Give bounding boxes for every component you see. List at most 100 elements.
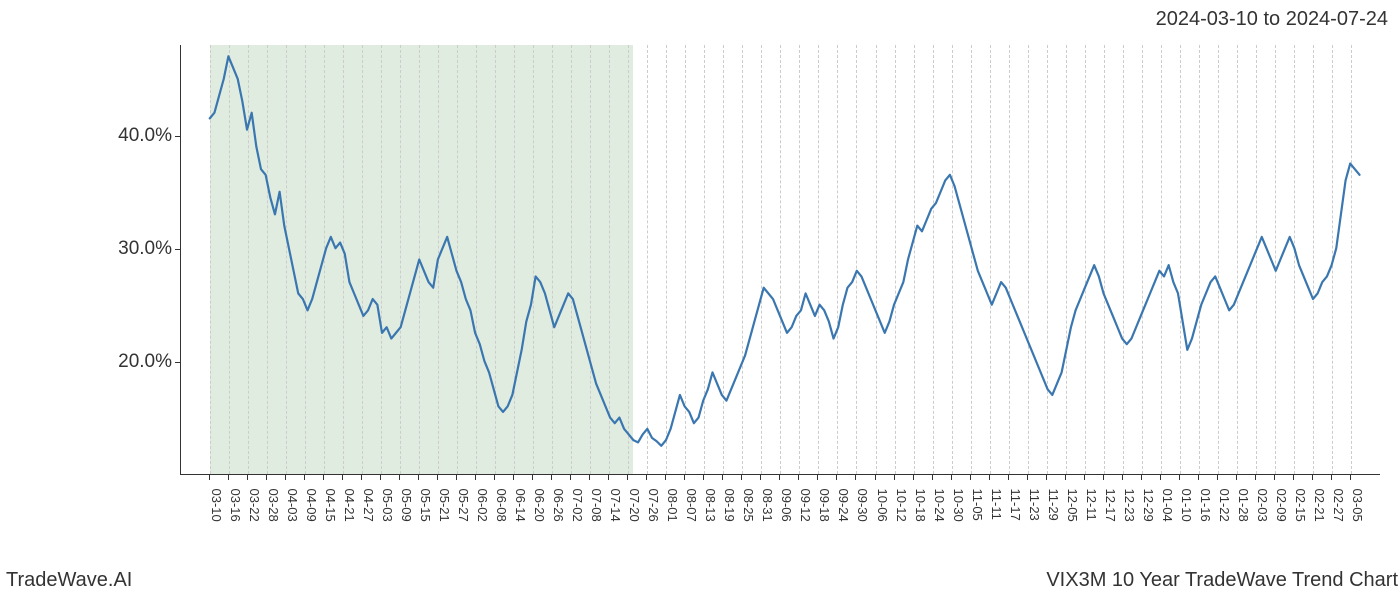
x-tick-mark bbox=[608, 475, 609, 480]
x-tick-label: 06-02 bbox=[475, 489, 490, 522]
x-tick-label: 06-14 bbox=[513, 489, 528, 522]
x-tick-label: 04-09 bbox=[304, 489, 319, 522]
x-tick-label: 12-17 bbox=[1103, 489, 1118, 522]
x-tick-mark bbox=[456, 475, 457, 480]
x-tick-label: 06-20 bbox=[532, 489, 547, 522]
x-tick-label: 01-22 bbox=[1217, 489, 1232, 522]
x-tick-label: 04-21 bbox=[342, 489, 357, 522]
x-tick-label: 09-30 bbox=[855, 489, 870, 522]
x-tick-mark bbox=[418, 475, 419, 480]
x-tick-mark bbox=[323, 475, 324, 480]
x-tick-label: 01-04 bbox=[1160, 489, 1175, 522]
x-tick-mark bbox=[741, 475, 742, 480]
x-tick-mark bbox=[285, 475, 286, 480]
x-tick-mark bbox=[570, 475, 571, 480]
x-tick-mark bbox=[1122, 475, 1123, 480]
x-tick-label: 01-28 bbox=[1236, 489, 1251, 522]
x-tick-mark bbox=[932, 475, 933, 480]
x-tick-mark bbox=[551, 475, 552, 480]
x-tick-mark bbox=[875, 475, 876, 480]
price-line-path bbox=[210, 56, 1360, 445]
x-tick-mark bbox=[1046, 475, 1047, 480]
x-tick-mark bbox=[1141, 475, 1142, 480]
x-tick-mark bbox=[380, 475, 381, 480]
x-tick-mark bbox=[913, 475, 914, 480]
x-tick-mark bbox=[627, 475, 628, 480]
x-tick-mark bbox=[779, 475, 780, 480]
x-tick-mark bbox=[1084, 475, 1085, 480]
x-tick-label: 12-05 bbox=[1065, 489, 1080, 522]
x-tick-label: 09-06 bbox=[779, 489, 794, 522]
x-tick-label: 10-24 bbox=[932, 489, 947, 522]
x-tick-label: 07-08 bbox=[589, 489, 604, 522]
x-tick-mark bbox=[209, 475, 210, 480]
x-tick-mark bbox=[589, 475, 590, 480]
x-tick-label: 03-16 bbox=[228, 489, 243, 522]
x-tick-label: 02-15 bbox=[1293, 489, 1308, 522]
x-tick-mark bbox=[1008, 475, 1009, 480]
x-tick-mark bbox=[1350, 475, 1351, 480]
x-tick-label: 11-29 bbox=[1046, 489, 1061, 521]
y-tick-label: 40.0% bbox=[118, 125, 172, 147]
x-tick-mark bbox=[836, 475, 837, 480]
x-tick-label: 08-01 bbox=[665, 489, 680, 522]
y-tick-label: 20.0% bbox=[118, 351, 172, 373]
x-tick-label: 12-29 bbox=[1141, 489, 1156, 522]
x-tick-mark bbox=[894, 475, 895, 480]
x-tick-mark bbox=[1160, 475, 1161, 480]
x-tick-mark bbox=[1255, 475, 1256, 480]
x-tick-label: 02-03 bbox=[1255, 489, 1270, 522]
x-tick-mark bbox=[437, 475, 438, 480]
x-tick-label: 03-10 bbox=[209, 489, 224, 522]
x-tick-label: 01-10 bbox=[1179, 489, 1194, 522]
x-tick-mark bbox=[1217, 475, 1218, 480]
x-tick-label: 11-23 bbox=[1027, 489, 1042, 521]
x-tick-mark bbox=[703, 475, 704, 480]
x-tick-label: 08-25 bbox=[741, 489, 756, 522]
x-tick-label: 10-12 bbox=[894, 489, 909, 522]
x-tick-label: 03-28 bbox=[266, 489, 281, 522]
x-tick-label: 07-14 bbox=[608, 489, 623, 522]
x-tick-label: 09-18 bbox=[817, 489, 832, 522]
x-tick-mark bbox=[399, 475, 400, 480]
x-tick-mark bbox=[684, 475, 685, 480]
x-tick-mark bbox=[1103, 475, 1104, 480]
x-tick-label: 04-15 bbox=[323, 489, 338, 522]
x-tick-mark bbox=[475, 475, 476, 480]
x-tick-label: 05-09 bbox=[399, 489, 414, 522]
x-tick-mark bbox=[970, 475, 971, 480]
x-tick-mark bbox=[494, 475, 495, 480]
x-tick-label: 07-26 bbox=[646, 489, 661, 522]
x-tick-label: 06-26 bbox=[551, 489, 566, 522]
x-tick-label: 08-13 bbox=[703, 489, 718, 522]
x-tick-mark bbox=[247, 475, 248, 480]
x-tick-mark bbox=[1312, 475, 1313, 480]
x-tick-mark bbox=[760, 475, 761, 480]
x-tick-label: 07-02 bbox=[570, 489, 585, 522]
x-tick-label: 11-17 bbox=[1008, 489, 1023, 521]
price-line-series bbox=[181, 45, 1380, 474]
x-tick-mark bbox=[304, 475, 305, 480]
x-tick-label: 01-16 bbox=[1198, 489, 1213, 522]
x-tick-mark bbox=[513, 475, 514, 480]
x-tick-mark bbox=[266, 475, 267, 480]
x-tick-label: 05-21 bbox=[437, 489, 452, 522]
x-tick-label: 09-24 bbox=[836, 489, 851, 522]
x-tick-mark bbox=[1274, 475, 1275, 480]
x-tick-label: 10-18 bbox=[913, 489, 928, 522]
x-tick-label: 02-27 bbox=[1331, 489, 1346, 522]
x-tick-label: 02-09 bbox=[1274, 489, 1289, 522]
x-tick-label: 04-27 bbox=[361, 489, 376, 522]
x-tick-mark bbox=[665, 475, 666, 480]
brand-label: TradeWave.AI bbox=[6, 569, 132, 592]
x-tick-mark bbox=[361, 475, 362, 480]
x-tick-mark bbox=[855, 475, 856, 480]
x-tick-mark bbox=[532, 475, 533, 480]
x-tick-label: 08-07 bbox=[684, 489, 699, 522]
chart-title: VIX3M 10 Year TradeWave Trend Chart bbox=[1046, 569, 1398, 592]
x-tick-label: 03-05 bbox=[1350, 489, 1365, 522]
x-tick-mark bbox=[798, 475, 799, 480]
x-tick-label: 05-15 bbox=[418, 489, 433, 522]
x-tick-mark bbox=[1065, 475, 1066, 480]
x-tick-mark bbox=[342, 475, 343, 480]
